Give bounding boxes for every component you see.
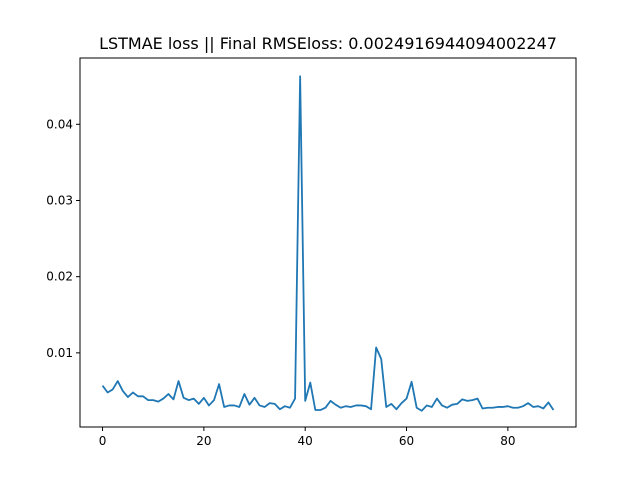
series-line-0 (101, 75, 555, 412)
y-tick-label: 0.02 (46, 270, 73, 284)
plot-layer (101, 75, 555, 412)
x-tick-label: 40 (298, 434, 313, 448)
y-tick-label: 0.03 (46, 193, 73, 207)
x-axis: 0 20 40 60 80 (99, 427, 515, 448)
axes-frame (79, 57, 577, 428)
chart-title: LSTMAE loss || Final RMSEloss: 0.0024916… (99, 34, 557, 53)
y-tick-label: 0.04 (46, 117, 73, 131)
x-tick-label: 60 (399, 434, 414, 448)
y-axis: 0.01 0.02 0.03 0.04 (46, 117, 80, 360)
y-tick-label: 0.01 (46, 346, 73, 360)
x-tick-label: 80 (500, 434, 515, 448)
x-tick-label: 20 (196, 434, 211, 448)
x-tick-label: 0 (99, 434, 107, 448)
